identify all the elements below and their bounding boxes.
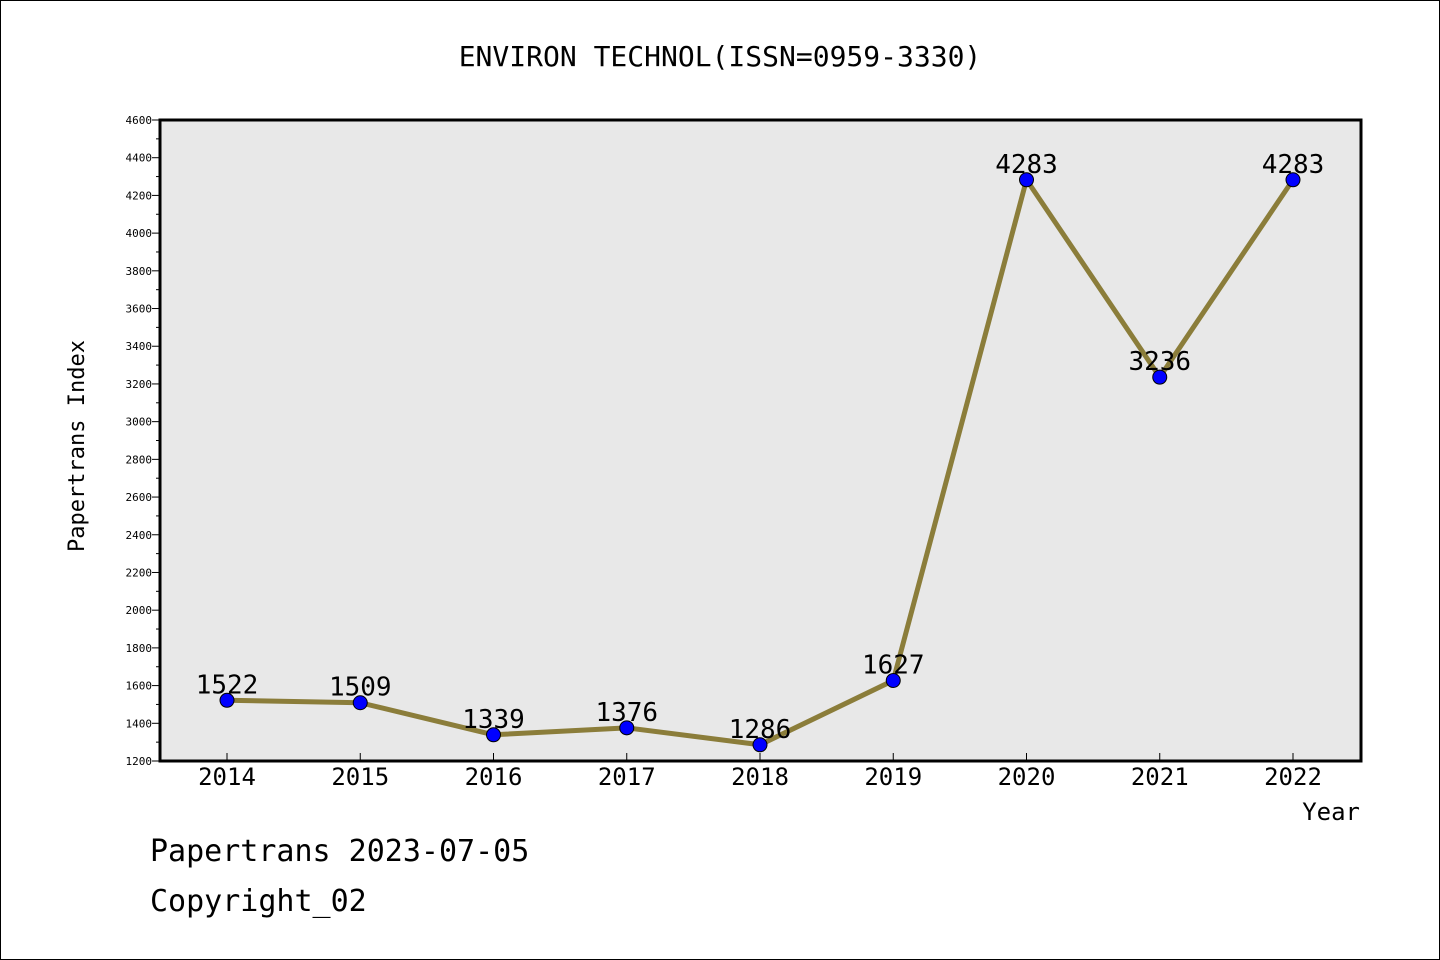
x-tick-label: 2014 [198, 763, 256, 791]
y-tick-label: 3000 [126, 416, 153, 429]
data-label: 4283 [995, 150, 1058, 180]
y-tick-label: 4400 [126, 152, 153, 165]
x-tick-label: 2015 [331, 763, 389, 791]
y-tick-label: 2600 [126, 491, 153, 504]
data-point [752, 737, 768, 753]
x-tick-label: 2018 [731, 763, 789, 791]
x-tick-label: 2016 [465, 763, 523, 791]
x-tick-label: 2017 [598, 763, 656, 791]
data-point [1019, 172, 1034, 188]
y-tick-label: 1800 [126, 642, 153, 655]
footer-copyright: Copyright_02 [150, 884, 367, 919]
y-tick-label: 2400 [126, 529, 153, 542]
y-tick-label: 4000 [126, 227, 153, 240]
x-tick-label: 2021 [1131, 763, 1189, 791]
y-tick-label: 3800 [126, 265, 153, 278]
data-label: 1286 [729, 715, 792, 745]
data-label: 1627 [862, 650, 925, 680]
data-point [1152, 369, 1168, 385]
data-point [619, 720, 635, 736]
y-tick-label: 1200 [126, 755, 153, 768]
data-point [1285, 172, 1301, 188]
y-tick-label: 2200 [126, 566, 153, 579]
y-tick-label: 2800 [126, 453, 153, 466]
y-tick-label: 3400 [126, 340, 153, 353]
data-label: 4283 [1262, 150, 1325, 180]
y-tick-label: 2000 [126, 604, 153, 617]
y-tick-label: 1400 [126, 717, 153, 730]
y-tick-label: 3600 [126, 303, 153, 316]
data-markers [219, 172, 1301, 753]
data-label: 1509 [329, 673, 392, 703]
y-tick-label: 1600 [126, 680, 153, 693]
data-labels: 1522 1509 1339 1376 1286 1627 4283 3236 4283 [196, 150, 1325, 745]
data-point [486, 727, 501, 743]
plot-border [158, 118, 1363, 763]
y-tick-label: 4200 [126, 189, 153, 202]
plot-area [160, 120, 1361, 761]
x-axis: 2014 2015 2016 2017 2018 2019 2020 2021 2022 [198, 753, 1322, 791]
x-tick-label: 2020 [998, 763, 1056, 791]
x-tick-label: 2022 [1264, 763, 1322, 791]
y-axis-label: Papertrans Index [65, 340, 90, 552]
data-label: 1376 [595, 698, 658, 728]
data-point [219, 692, 235, 708]
data-point [352, 695, 368, 711]
y-tick-label: 4600 [126, 114, 153, 127]
data-label: 3236 [1128, 347, 1191, 377]
x-tick-label: 2019 [864, 763, 922, 791]
data-label: 1339 [462, 705, 525, 735]
chart-title: ENVIRON TECHNOL(ISSN=0959-3330) [459, 40, 982, 73]
y-axis: 1200 1400 1600 1800 2000 2200 2400 2600 2800 3000… [126, 114, 160, 768]
footer-date: Papertrans 2023-07-05 [150, 834, 530, 869]
data-label: 1522 [196, 670, 259, 700]
x-axis-label: Year [1302, 798, 1360, 826]
data-point [885, 672, 901, 688]
y-tick-label: 3200 [126, 378, 153, 391]
